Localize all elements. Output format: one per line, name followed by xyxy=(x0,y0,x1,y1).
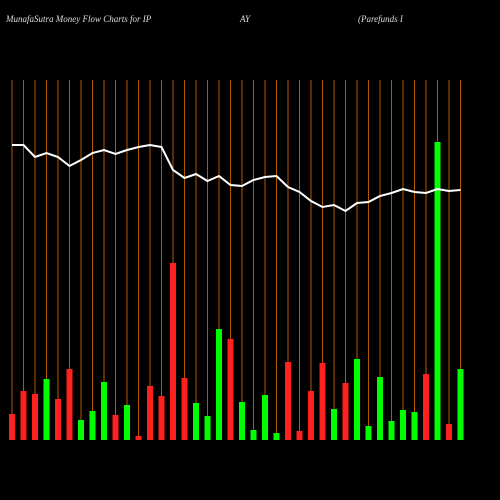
bar xyxy=(400,410,406,440)
bar xyxy=(227,339,234,440)
bar xyxy=(423,374,429,440)
bar xyxy=(101,382,107,440)
bar xyxy=(411,412,418,440)
bar xyxy=(296,431,303,440)
bar xyxy=(308,391,314,440)
bar xyxy=(216,329,222,440)
bar xyxy=(32,394,38,440)
chart-title: MunafaSutra Money Flow Charts for IP xyxy=(5,14,152,24)
bar xyxy=(331,409,337,440)
bar xyxy=(434,142,441,440)
bar xyxy=(158,396,165,440)
bar xyxy=(193,403,199,440)
bar xyxy=(377,377,383,440)
bar xyxy=(135,436,142,440)
bar xyxy=(250,430,257,440)
bar xyxy=(55,399,61,440)
bar xyxy=(204,416,211,440)
bar xyxy=(78,420,84,440)
bar xyxy=(124,405,130,440)
chart-title: AY xyxy=(239,14,251,24)
bar xyxy=(354,359,360,440)
bar xyxy=(112,415,119,440)
bar xyxy=(365,426,372,440)
bar xyxy=(319,363,326,440)
bar xyxy=(43,379,50,440)
money-flow-line xyxy=(12,143,461,213)
bar xyxy=(147,386,153,440)
bar xyxy=(273,433,280,440)
bar xyxy=(446,424,452,440)
bar xyxy=(239,402,245,440)
bar xyxy=(20,391,27,440)
bar xyxy=(342,383,349,440)
bar xyxy=(262,395,268,440)
bar xyxy=(181,378,188,440)
bar xyxy=(66,369,73,440)
bar xyxy=(9,414,15,440)
bar xyxy=(457,369,464,440)
bar xyxy=(285,362,291,440)
bar xyxy=(170,263,176,440)
bar xyxy=(89,411,96,440)
chart-title: (Parefunds I xyxy=(358,14,404,24)
bar xyxy=(388,421,395,440)
